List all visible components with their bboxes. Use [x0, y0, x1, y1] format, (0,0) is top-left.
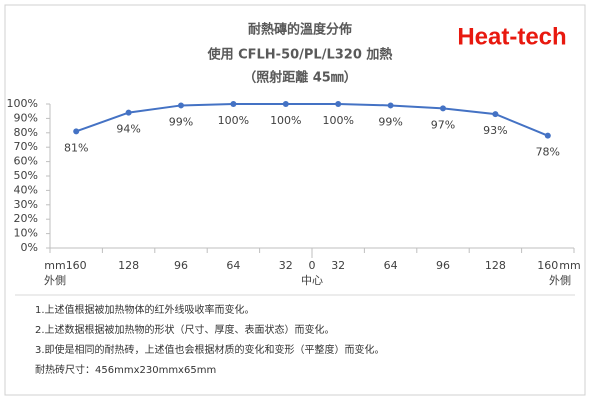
note: 耐热砖尺寸：456mmx230mmx65mm — [35, 363, 216, 376]
data-label: 97% — [431, 118, 455, 131]
data-label: 100% — [218, 114, 249, 127]
data-label: 100% — [270, 114, 301, 127]
data-point — [73, 128, 80, 135]
y-tick-label: 40% — [14, 183, 38, 196]
y-tick-label: 20% — [14, 212, 38, 225]
x-center-tick: 0 — [309, 259, 316, 272]
x-side-label: 外側 — [44, 274, 66, 287]
data-line — [75, 103, 549, 137]
x-tick-label: 32 — [279, 259, 293, 272]
data-point — [335, 101, 342, 107]
x-tick-label: 128 — [485, 259, 506, 272]
x-center-label: 中心 — [301, 274, 323, 287]
x-side-label: 外側 — [549, 274, 571, 287]
data-point — [544, 132, 551, 139]
logo: Heat-tech — [457, 23, 566, 50]
data-label: 78% — [536, 146, 560, 159]
note: 2.上述数据根据被加热物的形状（尺寸、厚度、表面状态）而变化。 — [35, 323, 335, 336]
y-tick-label: 0% — [21, 241, 38, 254]
x-tick-label: 128 — [118, 259, 139, 272]
x-tick-label: 64 — [384, 259, 398, 272]
data-point — [230, 101, 237, 107]
x-tick-label: 64 — [226, 259, 240, 272]
y-tick-label: 10% — [14, 227, 38, 240]
x-tick-label: 160 — [537, 259, 558, 272]
x-unit: mm — [44, 259, 65, 272]
data-point — [440, 105, 446, 112]
data-point — [178, 102, 184, 109]
y-tick-label: 50% — [14, 169, 38, 182]
data-label: 99% — [378, 115, 402, 128]
note: 3.即使是相同的耐热砖，上述值也会根据材质的变化和变形（平整度）而变化。 — [35, 343, 385, 356]
data-label: 100% — [322, 114, 353, 127]
x-unit: mm — [559, 259, 580, 272]
x-tick-label: 32 — [331, 259, 345, 272]
note: 1.上述值根据被加热物体的红外线吸收率而变化。 — [35, 303, 255, 316]
chart-subtitle: 使用 CFLH-50/PL/L320 加熱 — [207, 47, 393, 63]
data-label: 81% — [64, 141, 88, 154]
y-tick-label: 60% — [14, 155, 38, 168]
data-label: 93% — [483, 124, 507, 137]
data-label: 99% — [169, 115, 193, 128]
x-tick-label: 160 — [66, 259, 87, 272]
y-tick-label: 100% — [7, 97, 38, 110]
data-point — [282, 101, 289, 107]
y-tick-label: 80% — [14, 126, 38, 139]
y-tick-label: 70% — [14, 140, 38, 153]
data-point — [387, 102, 394, 109]
data-label: 94% — [116, 123, 140, 136]
chart-title: 耐熱磚的溫度分佈 — [248, 22, 352, 38]
y-tick-label: 30% — [14, 198, 38, 211]
data-point — [125, 109, 132, 116]
chart-frame — [4, 4, 586, 396]
data-point — [492, 111, 499, 118]
x-tick-label: 96 — [436, 259, 450, 272]
chart-subtitle-2: （照射距離 45㎜） — [243, 70, 357, 86]
y-tick-label: 90% — [14, 111, 38, 124]
x-tick-label: 96 — [174, 259, 188, 272]
